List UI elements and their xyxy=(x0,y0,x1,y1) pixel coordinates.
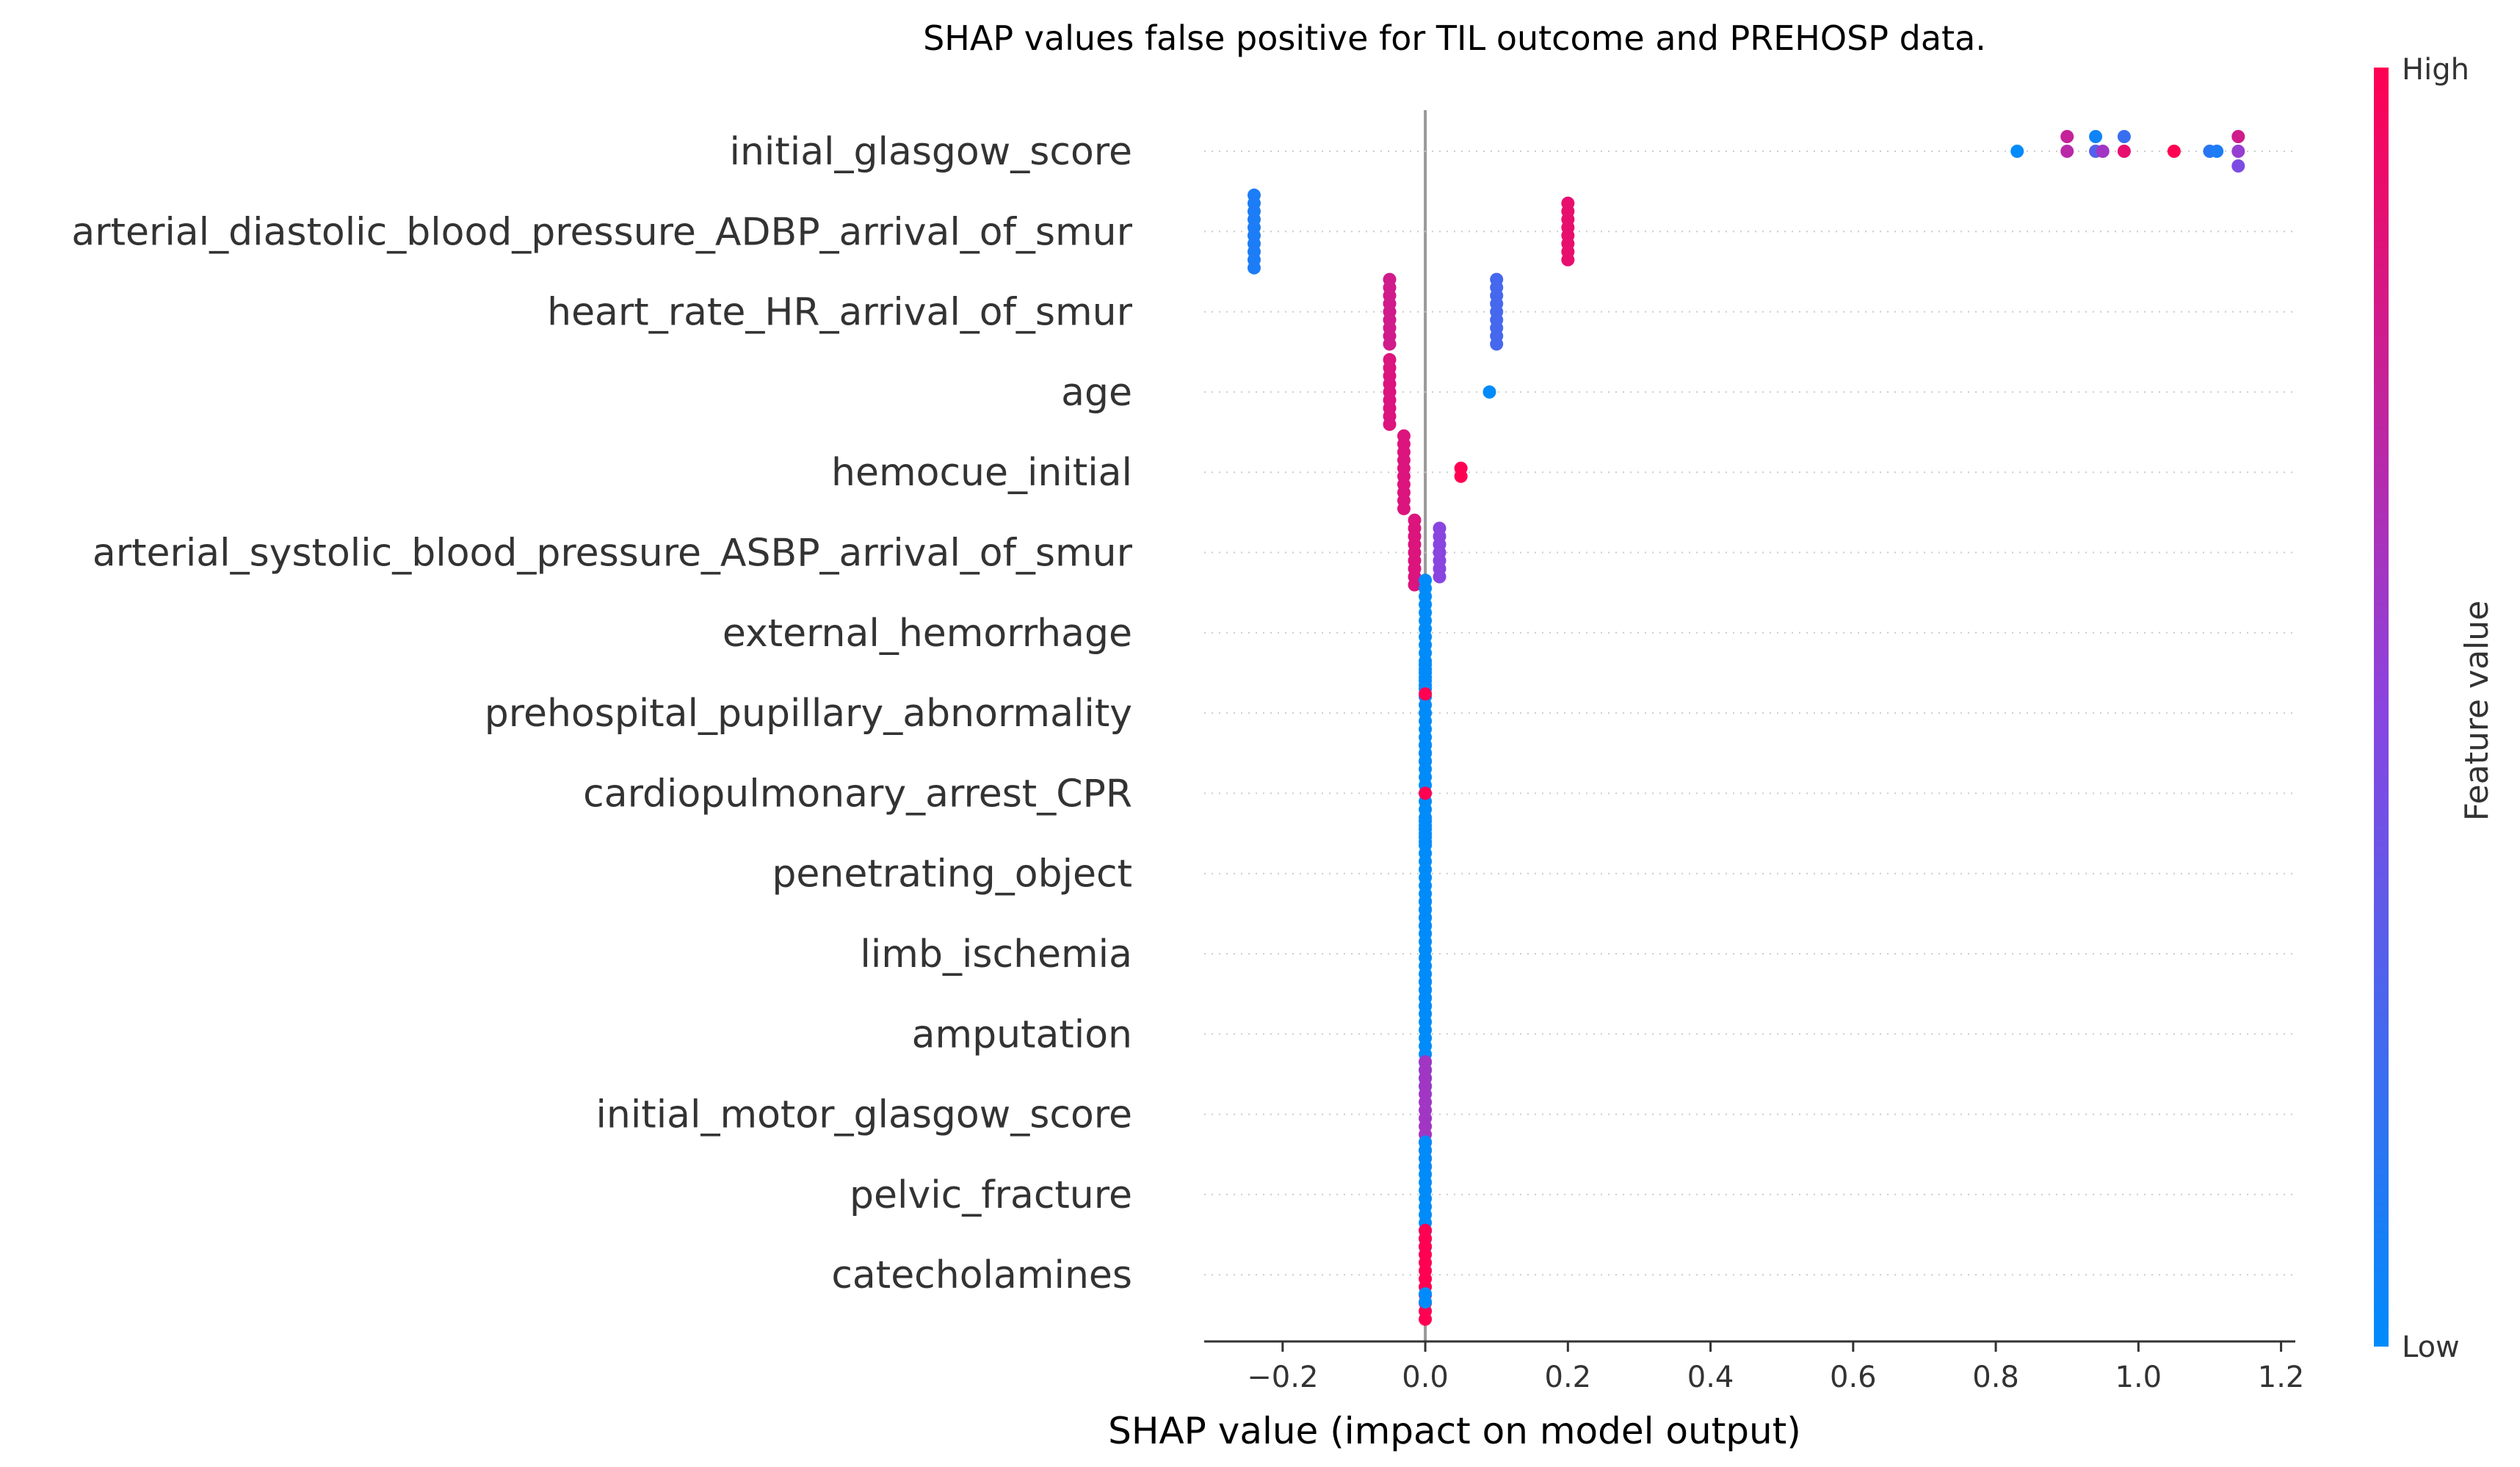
x-tick-label: 0.8 xyxy=(1972,1361,2019,1394)
feature-label: arterial_systolic_blood_pressure_ASBP_ar… xyxy=(93,532,1133,576)
data-point xyxy=(2096,145,2110,158)
feature-label: initial_glasgow_score xyxy=(730,130,1133,174)
x-tick-label: 1.0 xyxy=(2115,1361,2162,1394)
feature-labels: initial_glasgow_score arterial_diastolic_… xyxy=(71,130,1132,1297)
data-point xyxy=(1419,1295,1433,1309)
colorbar-low-label: Low xyxy=(2402,1330,2460,1364)
data-point xyxy=(1408,578,1422,592)
feature-label: pelvic_fracture xyxy=(850,1173,1132,1217)
data-point xyxy=(2167,145,2181,158)
feature-label: initial_motor_glasgow_score xyxy=(595,1093,1132,1137)
x-tick-label: 0.4 xyxy=(1687,1361,1734,1394)
feature-label: hemocue_initial xyxy=(831,451,1132,495)
data-point xyxy=(1561,253,1575,267)
data-point xyxy=(1419,1312,1433,1326)
x-tick-label: 0.2 xyxy=(1545,1361,1592,1394)
data-point xyxy=(1419,687,1433,701)
data-point xyxy=(2089,130,2103,143)
data-point xyxy=(1490,337,1504,351)
x-tick-label: −0.2 xyxy=(1247,1361,1318,1394)
data-point xyxy=(1383,417,1397,431)
x-axis: −0.2 0.0 0.2 0.4 0.6 0.8 1.0 1.2 xyxy=(1204,1340,2305,1394)
data-point xyxy=(2231,159,2245,173)
feature-label: external_hemorrhage xyxy=(723,612,1132,656)
colorbar xyxy=(2374,68,2389,1347)
data-point xyxy=(2117,145,2131,158)
data-point xyxy=(1247,261,1261,275)
feature-label: arterial_diastolic_blood_pressure_ADBP_a… xyxy=(71,210,1132,254)
feature-label: limb_ischemia xyxy=(860,932,1132,977)
feature-label: catecholamines xyxy=(831,1253,1132,1297)
feature-label: cardiopulmonary_arrest_CPR xyxy=(583,772,1132,816)
data-point xyxy=(1419,786,1433,800)
grid-lines xyxy=(1204,110,2295,1341)
x-axis-label: SHAP value (impact on model output) xyxy=(1108,1410,1801,1452)
data-point xyxy=(2231,145,2245,158)
data-point xyxy=(1433,570,1447,584)
data-point xyxy=(2060,130,2074,143)
feature-label: age xyxy=(1061,371,1132,415)
feature-label: prehospital_pupillary_abnormality xyxy=(485,692,1132,736)
feature-label: heart_rate_HR_arrival_of_smur xyxy=(547,291,1133,335)
colorbar-high-label: High xyxy=(2402,53,2469,87)
chart-title: SHAP values false positive for TIL outco… xyxy=(923,18,1986,58)
x-tick-label: 0.6 xyxy=(1830,1361,1877,1394)
data-point xyxy=(2060,145,2074,158)
data-point xyxy=(1397,501,1411,515)
data-point xyxy=(2117,130,2131,143)
x-tick-label: 1.2 xyxy=(2258,1361,2305,1394)
data-point xyxy=(1482,385,1496,399)
feature-label: penetrating_object xyxy=(772,852,1132,897)
data-point xyxy=(1383,337,1397,351)
data-point xyxy=(2010,145,2024,158)
feature-label: amputation xyxy=(912,1013,1132,1057)
colorbar-title: Feature value xyxy=(2458,601,2496,821)
data-point xyxy=(1454,469,1468,483)
data-point xyxy=(2210,145,2224,158)
data-points xyxy=(1247,130,2245,1326)
x-tick-label: 0.0 xyxy=(1402,1361,1449,1394)
data-point xyxy=(2231,130,2245,143)
